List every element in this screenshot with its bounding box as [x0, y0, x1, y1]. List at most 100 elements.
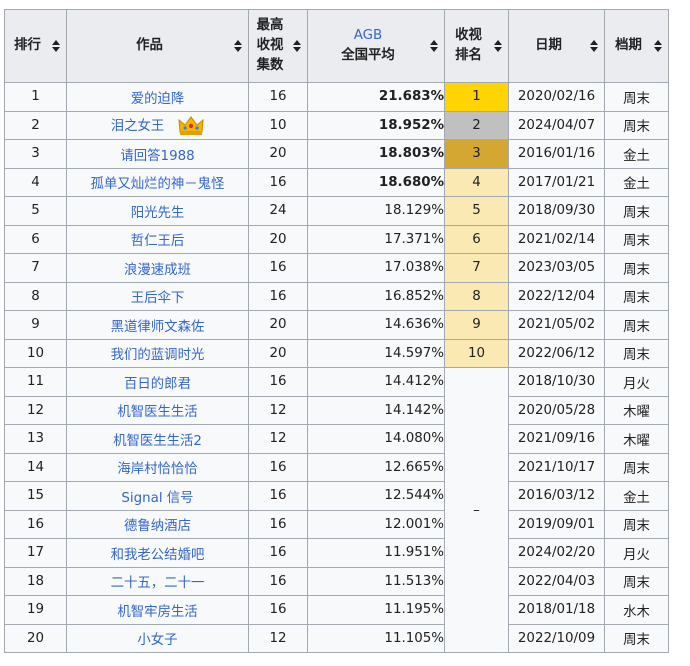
view-rank-cell: 3 — [444, 139, 509, 169]
title-link[interactable]: 哲仁王后 — [130, 234, 185, 250]
title-link[interactable]: 爱的迫降 — [130, 91, 185, 107]
header-rank-label: 排行 — [14, 38, 41, 53]
rating-cell: 14.142% — [307, 395, 445, 425]
title-link[interactable]: 阳光先生 — [130, 205, 185, 221]
title-link[interactable]: 机智医生生活2 — [113, 433, 202, 449]
rating-cell: 12.001% — [307, 509, 445, 539]
title-link[interactable]: 德鲁纳酒店 — [124, 519, 191, 535]
title-cell: 哲仁王后 — [66, 224, 249, 254]
slot-cell: 金土 — [604, 139, 669, 169]
title-link[interactable]: 浪漫速成班 — [124, 262, 191, 278]
rating-cell: 17.038% — [307, 253, 445, 283]
title-cell: 机智医生生活2 — [66, 424, 249, 454]
rank-cell: 20 — [4, 623, 67, 653]
title-link[interactable]: 机智牢房生活 — [117, 604, 198, 620]
sort-icon[interactable] — [654, 40, 662, 52]
title-cell: 小女子 — [66, 623, 249, 653]
rating-cell: 11.195% — [307, 595, 445, 625]
header-view-rank[interactable]: 收视 排名 — [444, 9, 509, 83]
sort-icon[interactable] — [430, 40, 438, 52]
title-link[interactable]: 机智医生生活 — [117, 405, 198, 421]
header-episodes[interactable]: 最高 收视 集数 — [248, 9, 308, 83]
title-cell: 德鲁纳酒店 — [66, 509, 249, 539]
rating-cell: 18.129% — [307, 196, 445, 226]
header-title[interactable]: 作品 — [66, 9, 249, 83]
header-slot[interactable]: 档期 — [604, 9, 669, 83]
rank-cell: 8 — [4, 281, 67, 311]
rating-cell: 11.105% — [307, 623, 445, 653]
episodes-cell: 16 — [248, 566, 308, 596]
table-row: 1 爱的迫降 16 21.683% 1 2020/02/16 周末 — [4, 82, 669, 112]
table-body: 1 爱的迫降 16 21.683% 1 2020/02/16 周末 2 泪之女王 10 18.952… — [4, 82, 669, 653]
sort-icon[interactable] — [234, 40, 242, 52]
episodes-cell: 16 — [248, 281, 308, 311]
table-row: 9 黑道律师文森佐 20 14.636% 9 2021/05/02 周末 — [4, 310, 669, 340]
title-link[interactable]: 百日的郎君 — [124, 376, 191, 392]
slot-cell: 月火 — [604, 538, 669, 568]
rating-cell: 12.665% — [307, 452, 445, 482]
rank-cell: 18 — [4, 566, 67, 596]
table-header-row: 排行 作品 最高 收视 集数 AGB 全国平均 — [4, 9, 669, 83]
title-link[interactable]: 黑道律师文森佐 — [110, 319, 205, 335]
slot-cell: 周末 — [604, 110, 669, 140]
title-link[interactable]: 小女子 — [137, 633, 178, 649]
slot-cell: 月火 — [604, 367, 669, 397]
rating-cell: 14.636% — [307, 310, 445, 340]
title-link[interactable]: 王后伞下 — [130, 291, 185, 307]
rating-cell: 12.544% — [307, 481, 445, 511]
title-link[interactable]: 海岸村恰恰恰 — [117, 462, 198, 478]
slot-cell: 周末 — [604, 623, 669, 653]
header-rank[interactable]: 排行 — [4, 9, 67, 83]
table-row: 19 机智牢房生活 16 11.195% 2018/01/18 水木 — [4, 595, 669, 625]
view-rank-cell: 5 — [444, 196, 509, 226]
header-agb-label: AGB 全国平均 — [341, 26, 411, 66]
sort-icon[interactable] — [494, 40, 502, 52]
episodes-cell: 16 — [248, 82, 308, 112]
episodes-cell: 16 — [248, 538, 308, 568]
title-link[interactable]: Signal 信号 — [121, 490, 194, 506]
rating-cell: 11.951% — [307, 538, 445, 568]
title-link[interactable]: 和我老公结婚吧 — [110, 547, 205, 563]
table-row: 17 和我老公结婚吧 16 11.951% 2024/02/20 月火 — [4, 538, 669, 568]
sort-icon[interactable] — [590, 40, 598, 52]
rank-cell: 9 — [4, 310, 67, 340]
title-cell: Signal 信号 — [66, 481, 249, 511]
rank-cell: 2 — [4, 110, 67, 140]
header-date-label: 日期 — [535, 38, 562, 53]
header-episodes-line1: 最高 — [256, 18, 284, 33]
rating-cell: 14.597% — [307, 338, 445, 368]
table-row: 13 机智医生生活2 12 14.080% 2021/09/16 木曜 — [4, 424, 669, 454]
date-cell: 2022/10/09 — [508, 623, 605, 653]
header-date[interactable]: 日期 — [508, 9, 605, 83]
title-link[interactable]: 泪之女王 — [110, 119, 165, 135]
table-row: 10 我们的蓝调时光 20 14.597% 10 2022/06/12 周末 — [4, 338, 669, 368]
date-cell: 2024/04/07 — [508, 110, 605, 140]
slot-cell: 周末 — [604, 224, 669, 254]
rating-cell: 21.683% — [307, 82, 445, 112]
episodes-cell: 16 — [248, 481, 308, 511]
rank-cell: 7 — [4, 253, 67, 283]
title-link[interactable]: 二十五，二十一 — [110, 576, 205, 592]
sort-icon[interactable] — [52, 40, 60, 52]
title-cell: 孤单又灿烂的神－鬼怪 — [66, 167, 249, 197]
header-agb-average[interactable]: AGB 全国平均 — [307, 9, 445, 83]
agb-link[interactable]: AGB — [353, 28, 383, 43]
view-rank-cell: 6 — [444, 224, 509, 254]
date-cell: 2021/02/14 — [508, 224, 605, 254]
date-cell: 2023/03/05 — [508, 253, 605, 283]
view-rank-cell: 10 — [444, 338, 509, 368]
crown-icon — [178, 116, 204, 136]
title-link[interactable]: 请回答1988 — [120, 148, 195, 164]
rank-cell: 15 — [4, 481, 67, 511]
slot-cell: 周末 — [604, 281, 669, 311]
episodes-cell: 16 — [248, 509, 308, 539]
slot-cell: 木曜 — [604, 395, 669, 425]
slot-cell: 金土 — [604, 167, 669, 197]
episodes-cell: 20 — [248, 139, 308, 169]
title-link[interactable]: 我们的蓝调时光 — [110, 348, 205, 364]
title-link[interactable]: 孤单又灿烂的神－鬼怪 — [90, 177, 225, 193]
sort-icon[interactable] — [293, 40, 301, 52]
header-episodes-label: 最高 收视 集数 — [257, 16, 300, 76]
date-cell: 2022/04/03 — [508, 566, 605, 596]
header-average-label: 全国平均 — [341, 48, 395, 63]
